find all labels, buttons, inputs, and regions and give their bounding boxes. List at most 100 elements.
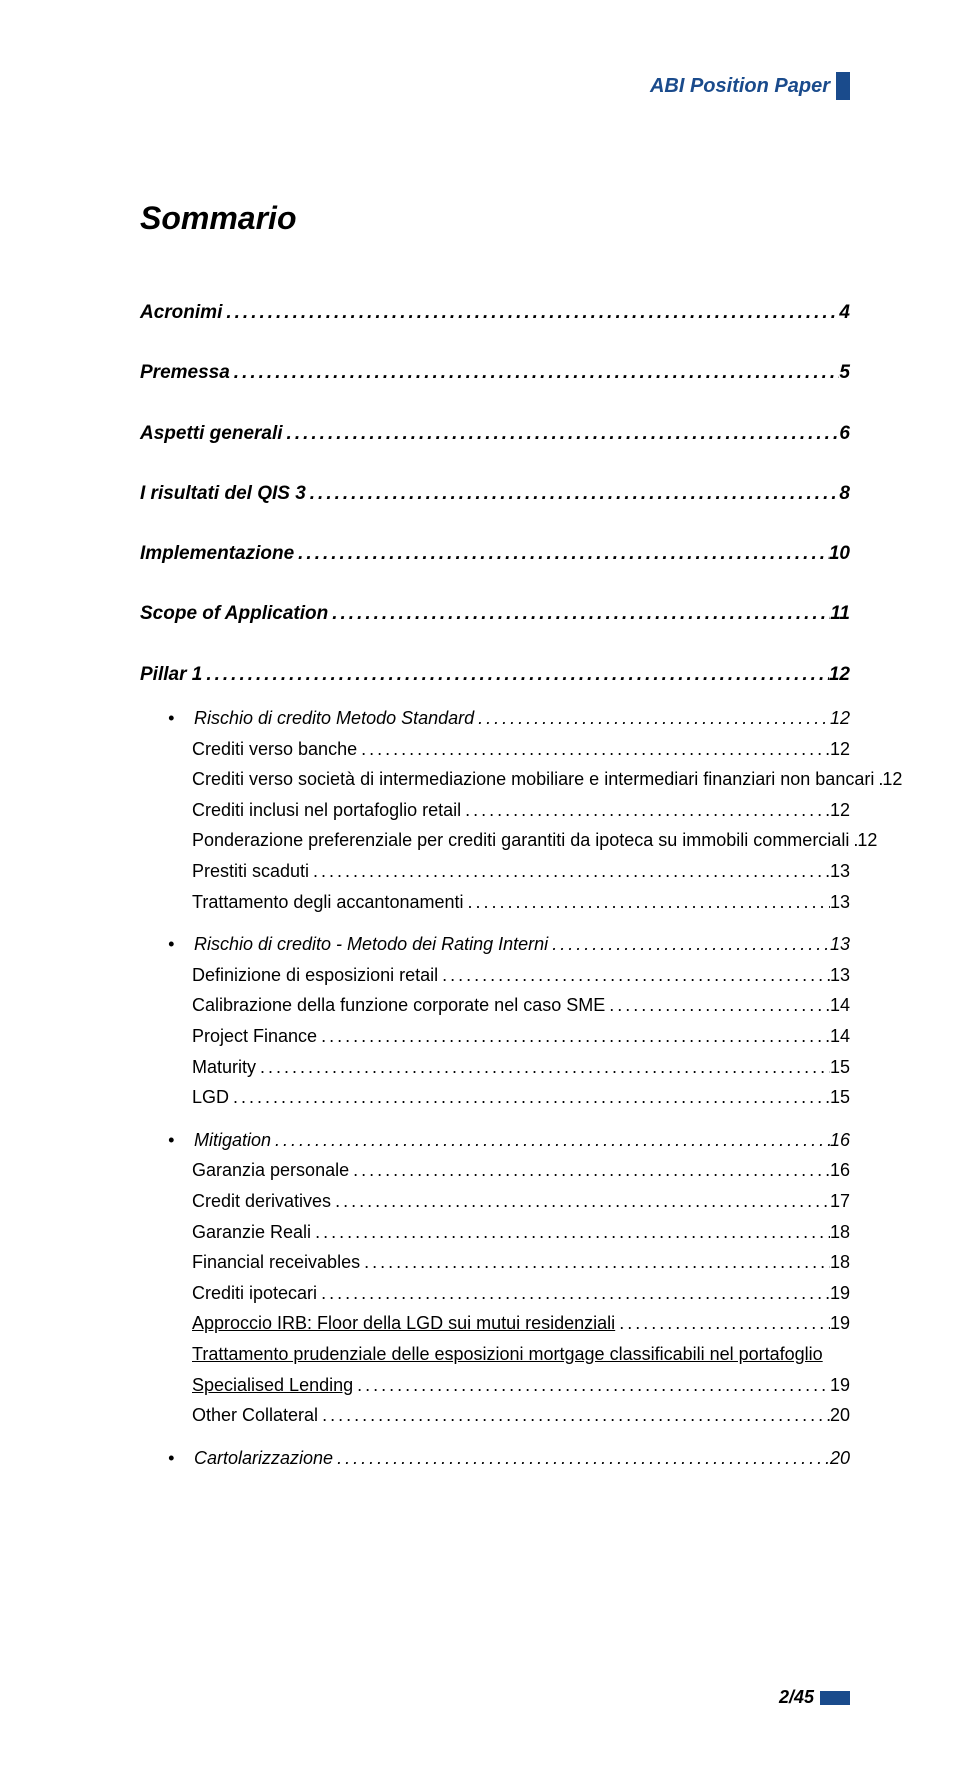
toc-page-number: 11: [830, 598, 850, 630]
toc-leader-dots: ........................................…: [438, 960, 830, 991]
toc-page-number: 19: [830, 1278, 850, 1309]
toc-entry-label: Mitigation: [194, 1125, 271, 1156]
toc-entry-label: Financial receivables: [192, 1247, 360, 1278]
toc-page-number: 19: [830, 1370, 850, 1401]
toc-page-number: 10: [829, 538, 850, 570]
toc-page-number: 4: [839, 297, 850, 329]
toc-entry-label: Credit derivatives: [192, 1186, 331, 1217]
toc-entry-label: Garanzia personale: [192, 1155, 349, 1186]
toc-leader-dots: ........................................…: [615, 1308, 830, 1339]
bullet-icon: •: [168, 1443, 194, 1474]
bullet-icon: •: [168, 703, 194, 734]
toc-leader-dots: ........................................…: [331, 1186, 830, 1217]
toc-entry-label: Cartolarizzazione: [194, 1443, 333, 1474]
toc-leader-dots: ........................................…: [360, 1247, 830, 1278]
toc-page-number: 12: [830, 734, 850, 765]
toc-entry-label: Acronimi: [140, 297, 222, 329]
page-header: ABI Position Paper: [650, 72, 850, 100]
toc-level1: Premessa................................…: [140, 357, 850, 389]
toc-page-number: 12: [882, 764, 902, 795]
toc-entry-label: Trattamento degli accantonamenti: [192, 887, 464, 918]
toc-entry-label: Maturity: [192, 1052, 256, 1083]
toc-page-number: 20: [830, 1443, 850, 1474]
toc-entry-label: Definizione di esposizioni retail: [192, 960, 438, 991]
toc-leader-dots: ........................................…: [349, 1155, 830, 1186]
bullet-icon: •: [168, 1125, 194, 1156]
toc-leader-dots: ........................................…: [229, 1082, 830, 1113]
toc-page-number: 13: [830, 887, 850, 918]
toc-page-number: 18: [830, 1217, 850, 1248]
toc-leader-dots: ........................................…: [317, 1278, 830, 1309]
toc-entry-label: Rischio di credito - Metodo dei Rating I…: [194, 929, 548, 960]
toc-entry: Credit derivatives......................…: [140, 1186, 850, 1217]
toc-page-number: 18: [830, 1247, 850, 1278]
toc-page-number: 13: [830, 929, 850, 960]
toc-level1: Acronimi................................…: [140, 297, 850, 329]
toc-leader-dots: ........................................…: [474, 703, 830, 734]
toc-entry: Definizione di esposizioni retail.......…: [140, 960, 850, 991]
toc-leader-dots: ........................................…: [256, 1052, 830, 1083]
toc-entry-line2: Specialised Lending.....................…: [192, 1370, 850, 1401]
toc-leader-dots: ........................................…: [230, 357, 840, 389]
toc-page-number: 15: [830, 1052, 850, 1083]
footer-marker-icon: [820, 1691, 850, 1705]
toc-entry-label: I risultati del QIS 3: [140, 478, 306, 510]
toc-entry: Other Collateral........................…: [140, 1400, 850, 1431]
toc-entry-label: Pillar 1: [140, 659, 202, 691]
toc-entry-label: Ponderazione preferenziale per crediti g…: [192, 825, 849, 856]
toc-entry-label: Project Finance: [192, 1021, 317, 1052]
toc-page-number: 20: [830, 1400, 850, 1431]
toc-page-number: 13: [830, 856, 850, 887]
content-area: Sommario Acronimi.......................…: [140, 200, 850, 1473]
header-marker-icon: [836, 72, 850, 100]
toc-leader-dots: ........................................…: [874, 764, 882, 795]
table-of-contents: Acronimi................................…: [140, 297, 850, 1473]
toc-entry-label[interactable]: Specialised Lending: [192, 1370, 353, 1401]
toc-entry: Approccio IRB: Floor della LGD sui mutui…: [140, 1308, 850, 1339]
toc-entry-label: Crediti inclusi nel portafoglio retail: [192, 795, 461, 826]
toc-leader-dots: ........................................…: [849, 825, 857, 856]
toc-page-number: 14: [830, 990, 850, 1021]
toc-page-number: 13: [830, 960, 850, 991]
toc-entry: LGD.....................................…: [140, 1082, 850, 1113]
toc-entry-label: Aspetti generali: [140, 418, 283, 450]
toc-leader-dots: ........................................…: [294, 538, 829, 570]
toc-entry-label: LGD: [192, 1082, 229, 1113]
toc-entry: Garanzie Reali..........................…: [140, 1217, 850, 1248]
toc-leader-dots: ........................................…: [357, 734, 830, 765]
toc-leader-dots: ........................................…: [328, 598, 830, 630]
toc-bullet: •Mitigation.............................…: [140, 1125, 850, 1156]
toc-level1: Pillar 1................................…: [140, 659, 850, 691]
toc-entry: Crediti verso banche....................…: [140, 734, 850, 765]
toc-leader-dots: ........................................…: [548, 929, 830, 960]
toc-bullet: •Rischio di credito - Metodo dei Rating …: [140, 929, 850, 960]
toc-leader-dots: ........................................…: [202, 659, 829, 691]
toc-entry: Financial receivables...................…: [140, 1247, 850, 1278]
toc-entry-label[interactable]: Approccio IRB: Floor della LGD sui mutui…: [192, 1308, 615, 1339]
toc-entry-label: Premessa: [140, 357, 230, 389]
toc-page-number: 14: [830, 1021, 850, 1052]
toc-entry-label: Rischio di credito Metodo Standard: [194, 703, 474, 734]
toc-page-number: 16: [830, 1155, 850, 1186]
toc-entry: Maturity................................…: [140, 1052, 850, 1083]
toc-page-number: 16: [830, 1125, 850, 1156]
toc-page-number: 6: [839, 418, 850, 450]
toc-entry-label[interactable]: Trattamento prudenziale delle esposizion…: [192, 1339, 850, 1370]
bullet-icon: •: [168, 929, 194, 960]
toc-level1: Implementazione.........................…: [140, 538, 850, 570]
toc-leader-dots: ........................................…: [309, 856, 830, 887]
toc-leader-dots: ........................................…: [333, 1443, 830, 1474]
toc-page-number: 17: [830, 1186, 850, 1217]
toc-entry-label: Crediti verso società di intermediazione…: [192, 764, 874, 795]
toc-page-number: 12: [857, 825, 877, 856]
toc-entry-label: Calibrazione della funzione corporate ne…: [192, 990, 605, 1021]
toc-leader-dots: ........................................…: [605, 990, 830, 1021]
toc-entry: Project Finance.........................…: [140, 1021, 850, 1052]
toc-page-number: 8: [839, 478, 850, 510]
toc-page-number: 15: [830, 1082, 850, 1113]
toc-bullet: •Rischio di credito Metodo Standard.....…: [140, 703, 850, 734]
toc-entry: Crediti ipotecari.......................…: [140, 1278, 850, 1309]
toc-entry: Calibrazione della funzione corporate ne…: [140, 990, 850, 1021]
toc-entry-label: Crediti verso banche: [192, 734, 357, 765]
toc-entry-label: Implementazione: [140, 538, 294, 570]
